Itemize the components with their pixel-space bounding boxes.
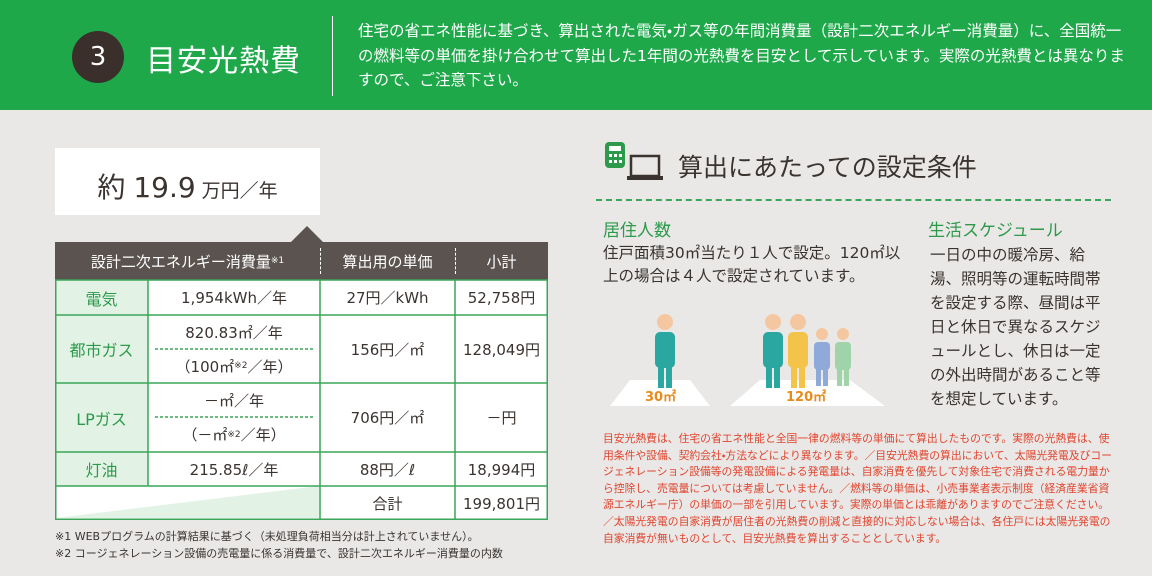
page: 3 目安光熱費 住宅の省エネ性能に基づき、算出された電気・ガス等の年間消費量（設…	[0, 0, 1152, 576]
dashed-rule	[596, 199, 1111, 201]
divider	[332, 16, 333, 96]
disclaimer: 目安光熱費は、住宅の省エネ性能と全国一律の燃料等の単価にて算出したものです。実際…	[603, 431, 1115, 547]
footnotes: ※1 WEBプログラムの計算結果に基づく（未処理負荷相当分は計上されていません）…	[55, 528, 503, 562]
summary-prefix: 約	[97, 166, 125, 206]
section-title: 目安光熱費	[146, 36, 301, 80]
table-grid	[55, 242, 548, 520]
header-band: 3 目安光熱費 住宅の省エネ性能に基づき、算出された電気・ガス等の年間消費量（設…	[0, 0, 1152, 110]
summary-unit: 万円／年	[202, 176, 278, 203]
footnote: ※2 コージェネレーション設備の売電量に係る消費量で、設計二次エネルギー消費量の…	[55, 545, 503, 562]
footnote: ※1 WEBプログラムの計算結果に基づく（未処理負荷相当分は計上されていません）…	[55, 528, 503, 545]
occupants-title: 居住人数	[603, 216, 671, 241]
summary-box: 約 19.9 万円／年	[55, 148, 320, 215]
cost-table: 設計二次エネルギー消費量※1 算出用の単価 小計 電気 1,954kWh／年 2…	[55, 242, 548, 520]
schedule-title: 生活スケジュール	[928, 216, 1063, 241]
section-number: 3	[72, 31, 124, 83]
icon	[603, 140, 667, 184]
illustration-label: 120㎡	[786, 386, 826, 405]
occupants-text: 住戸面積30㎡当たり１人で設定。120㎡以上の場合は４人で設定されています。	[603, 242, 903, 288]
illustration-label: 30㎡	[645, 386, 676, 405]
section-description: 住宅の省エネ性能に基づき、算出された電気・ガス等の年間消費量（設計二次エネルギー…	[358, 19, 1133, 93]
schedule-text: 一日の中の暖冷房、給湯、照明等の運転時間帯を設定する際、昼間は平日と休日で異なる…	[930, 243, 1102, 411]
conditions-heading: 算出にあたっての設定条件	[678, 148, 977, 184]
summary-amount: 19.9	[133, 171, 195, 204]
pointer	[290, 226, 324, 243]
